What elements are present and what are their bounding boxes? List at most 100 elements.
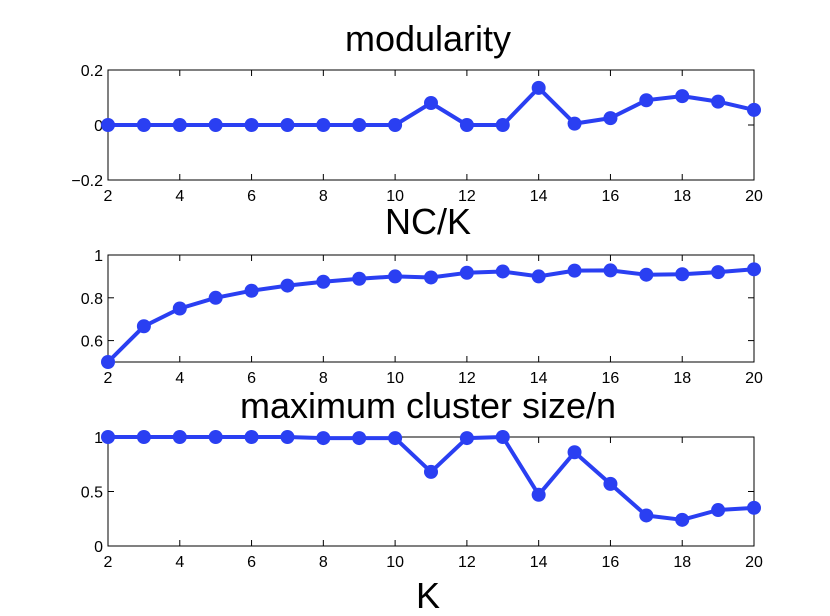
data-point (675, 512, 690, 527)
x-tick-label: 14 (530, 188, 548, 205)
x-tick-label: 16 (602, 188, 620, 205)
data-point (280, 278, 295, 293)
data-point (136, 319, 151, 334)
data-point (244, 118, 259, 132)
data-point (531, 487, 546, 502)
data-point (424, 96, 438, 110)
x-tick-label: 12 (458, 370, 476, 387)
data-point (531, 269, 546, 284)
data-point (603, 476, 618, 491)
x-tick-label: 12 (458, 188, 476, 205)
x-tick-label: 8 (319, 554, 328, 571)
y-tick-label: 0.6 (81, 334, 103, 351)
data-point (101, 355, 115, 369)
data-point (711, 94, 726, 109)
x-tick-label: 8 (319, 370, 328, 387)
data-point (280, 430, 295, 444)
data-point (316, 274, 331, 289)
data-point (352, 431, 367, 446)
x-tick-label: 4 (175, 370, 184, 387)
chart-title: modularity (345, 18, 511, 59)
x-tick-label: 10 (386, 554, 404, 571)
data-point (711, 503, 726, 518)
data-point (244, 430, 259, 444)
data-point (208, 290, 223, 305)
x-tick-label: 16 (602, 554, 620, 571)
data-point (172, 118, 187, 132)
data-point (388, 118, 403, 132)
x-tick-label: 14 (530, 554, 548, 571)
data-point (639, 508, 654, 523)
y-tick-label: 0 (94, 118, 103, 135)
data-point (459, 265, 474, 280)
data-point (424, 464, 438, 479)
data-point (136, 118, 151, 132)
data-point (567, 116, 582, 131)
subplot-3: maximum cluster size/n 2 4 6 8 10 12 14 16 18 20 0 0… (81, 385, 763, 616)
x-tick-label: 12 (458, 554, 476, 571)
x-tick-label: 6 (247, 188, 256, 205)
subplot-2: NC/K 2 4 6 8 10 12 14 16 18 20 0.6 0.8 1 (81, 201, 763, 387)
data-point (639, 267, 654, 282)
data-point (495, 264, 510, 279)
data-point (603, 263, 618, 278)
data-point (136, 430, 151, 444)
data-point (388, 431, 403, 446)
x-tick-label: 18 (673, 370, 691, 387)
data-point (316, 431, 331, 446)
data-point (316, 118, 331, 132)
axes-frame (107, 436, 755, 547)
x-tick-label: 4 (175, 554, 184, 571)
data-point (639, 93, 654, 108)
data-point (280, 118, 295, 132)
data-point (352, 118, 367, 132)
data-point (675, 267, 690, 282)
x-tick-label: 10 (386, 188, 404, 205)
x-tick-label: 20 (745, 554, 763, 571)
y-tick-label: 1 (94, 248, 103, 265)
x-tick-label: 16 (602, 370, 620, 387)
subplot-1: modularity 2 4 6 8 10 12 14 16 18 20 −0.2 0 0.2 (71, 18, 763, 205)
x-tick-label: 14 (530, 370, 548, 387)
x-tick-label: 6 (247, 370, 256, 387)
x-tick-label: 10 (386, 370, 404, 387)
y-tick-label: 0 (94, 539, 103, 556)
data-point (531, 80, 546, 95)
x-tick-label: 18 (673, 188, 691, 205)
x-tick-label: 18 (673, 554, 691, 571)
x-tick-label: 2 (104, 370, 113, 387)
y-tick-label: 0.5 (81, 485, 103, 502)
data-point (388, 269, 403, 284)
y-tick-label: 0.2 (81, 63, 103, 80)
data-point (424, 270, 438, 285)
x-tick-label: 2 (104, 554, 113, 571)
data-point (603, 111, 618, 126)
data-point (172, 301, 187, 316)
data-point (567, 445, 582, 460)
data-point (495, 430, 510, 444)
x-tick-label: 2 (104, 188, 113, 205)
data-point (459, 118, 474, 132)
x-tick-label: 4 (175, 188, 184, 205)
data-point (101, 430, 115, 444)
data-point (101, 118, 115, 132)
data-point (172, 430, 187, 444)
data-point (208, 118, 223, 132)
data-point (459, 431, 474, 446)
data-point (747, 262, 761, 277)
x-axis-label: K (416, 575, 440, 616)
data-point (208, 430, 223, 444)
data-point (747, 500, 761, 515)
axes-frame (107, 254, 755, 363)
data-point (495, 118, 510, 132)
x-tick-label: 6 (247, 554, 256, 571)
data-point (244, 283, 259, 298)
chart-title: NC/K (385, 201, 471, 242)
y-tick-label: 1 (94, 430, 103, 447)
y-tick-label: 0.8 (81, 291, 103, 308)
data-point (675, 89, 690, 104)
x-tick-label: 8 (319, 188, 328, 205)
data-point (711, 265, 726, 280)
x-tick-label: 20 (745, 370, 763, 387)
